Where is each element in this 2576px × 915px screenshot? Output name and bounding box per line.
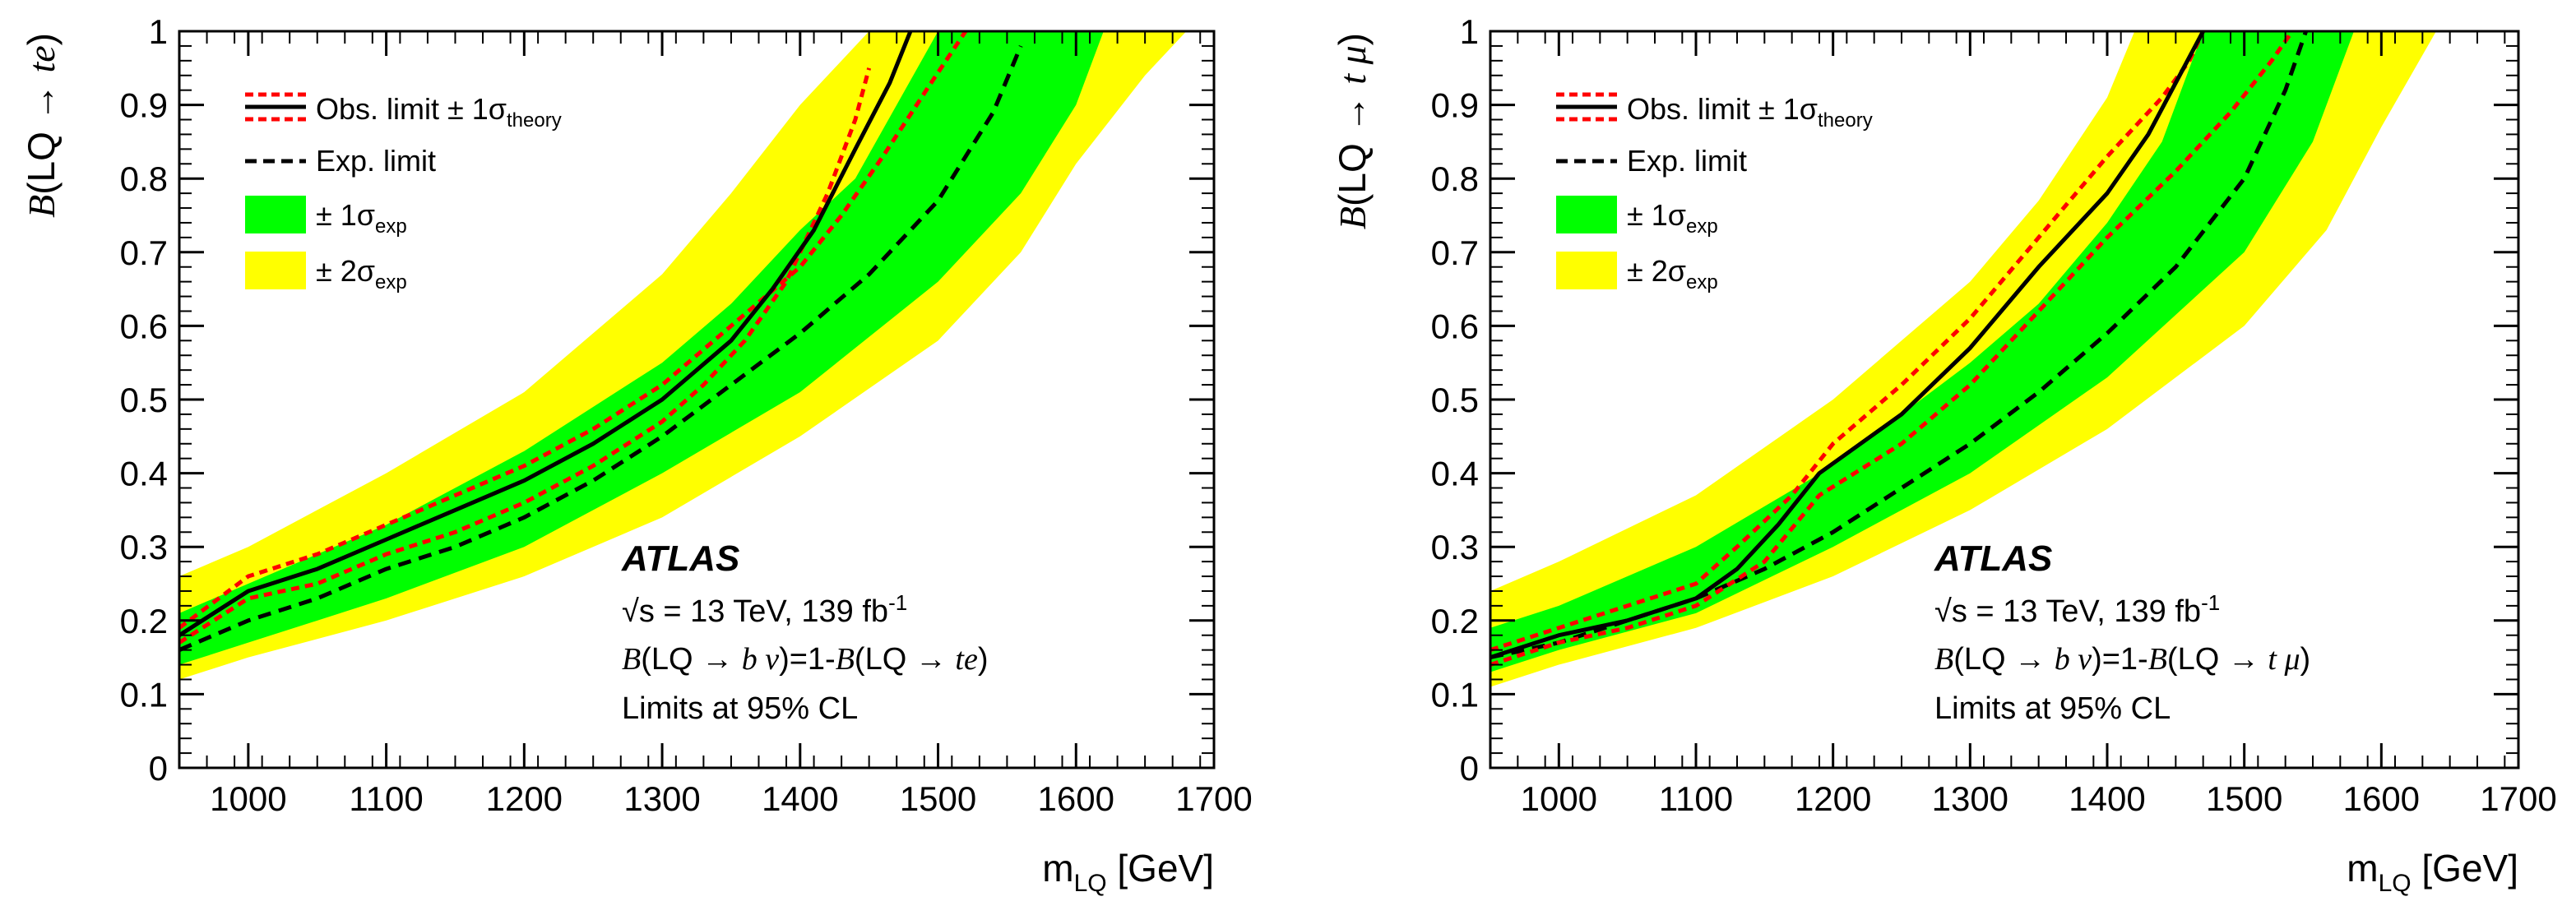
band-1sigma bbox=[179, 31, 1104, 665]
y-tick-label: 0.8 bbox=[120, 159, 168, 198]
y-tick-label: 1 bbox=[149, 12, 168, 51]
br-relation-label: B(LQ → b ν)=1-B(LQ → t μ) bbox=[1934, 642, 2310, 677]
band-1sigma bbox=[1490, 31, 2354, 672]
y-tick-label: 0.4 bbox=[1431, 455, 1479, 493]
y-tick-label: 0.9 bbox=[120, 86, 168, 125]
y-tick-label: 0.1 bbox=[1431, 675, 1479, 714]
atlas-label: ATLAS bbox=[621, 538, 739, 579]
x-tick-label: 1100 bbox=[349, 779, 423, 818]
y-tick-label: 0.2 bbox=[120, 602, 168, 640]
legend-1sigma-swatch bbox=[245, 196, 306, 233]
br-relation-label: B(LQ → b ν)=1-B(LQ → te) bbox=[622, 642, 988, 677]
x-axis-label: mLQ [GeV] bbox=[2347, 847, 2518, 897]
x-tick-label: 1000 bbox=[210, 779, 286, 818]
y-tick-label: 0.6 bbox=[1431, 307, 1479, 345]
series-observed bbox=[1490, 31, 2205, 659]
series-observed-theory-up bbox=[1490, 31, 2205, 653]
x-tick-label: 1500 bbox=[2206, 779, 2282, 818]
y-axis-label: B(LQ → t μ) bbox=[1331, 33, 1374, 229]
x-tick-label: 1400 bbox=[762, 779, 838, 818]
y-tick-label: 0.6 bbox=[120, 307, 168, 345]
legend-2sigma-label: ± 2σexp bbox=[316, 254, 407, 293]
series-observed bbox=[179, 31, 913, 637]
series-observed-theory-down bbox=[1490, 31, 2295, 667]
annotation: ATLAS √s = 13 TeV, 139 fb-1 B(LQ → b ν)=… bbox=[621, 538, 988, 726]
legend-exp-label: Exp. limit bbox=[1627, 144, 1747, 178]
x-tick-label: 1600 bbox=[1038, 779, 1114, 818]
legend-exp-label: Exp. limit bbox=[316, 144, 436, 178]
y-tick-label: 0.7 bbox=[1431, 233, 1479, 272]
legend-2sigma-swatch bbox=[1556, 252, 1617, 289]
y-tick-label: 0 bbox=[1460, 749, 1479, 788]
y-tick-label: 0.9 bbox=[1431, 86, 1479, 125]
x-tick-label: 1300 bbox=[1932, 779, 2008, 818]
x-tick-label: 1100 bbox=[1659, 779, 1733, 818]
y-tick-label: 0.5 bbox=[120, 381, 168, 419]
x-tick-label: 1300 bbox=[623, 779, 700, 818]
y-axis-label: B(LQ → te) bbox=[20, 33, 63, 218]
y-tick-label: 0.4 bbox=[120, 455, 168, 493]
x-tick-label: 1600 bbox=[2343, 779, 2420, 818]
y-tick-label: 0.3 bbox=[120, 528, 168, 566]
legend-obs-label: Obs. limit ± 1σtheory bbox=[316, 92, 562, 132]
y-tick-label: 0.7 bbox=[120, 233, 168, 272]
x-tick-label: 1700 bbox=[1175, 779, 1252, 818]
x-tick-label: 1000 bbox=[1521, 779, 1597, 818]
atlas-label: ATLAS bbox=[1934, 538, 2052, 579]
legend-2sigma-label: ± 2σexp bbox=[1627, 254, 1718, 293]
x-tick-label: 1500 bbox=[900, 779, 976, 818]
legend-1sigma-label: ± 1σexp bbox=[316, 198, 407, 238]
legend-2sigma-swatch bbox=[245, 252, 306, 289]
series-observed-theory-up bbox=[179, 31, 968, 630]
y-tick-label: 0.8 bbox=[1431, 159, 1479, 198]
legend-1sigma-label: ± 1σexp bbox=[1627, 198, 1718, 238]
x-tick-label: 1700 bbox=[2480, 779, 2556, 818]
legend: Obs. limit ± 1σtheory Exp. limit ± 1σexp… bbox=[245, 92, 562, 293]
cl-label: Limits at 95% CL bbox=[622, 691, 858, 726]
series-observed-theory-down bbox=[179, 67, 872, 645]
cl-label: Limits at 95% CL bbox=[1934, 691, 2171, 726]
chart-panel-right: 0 0.1 0.2 0.3 0.4 0.5 0.6 0.7 0.8 0.9 1 1000 1100 120… bbox=[1331, 12, 2557, 897]
legend-1sigma-swatch bbox=[1556, 196, 1617, 233]
y-tick-label: 0.3 bbox=[1431, 528, 1479, 566]
y-tick-label: 0 bbox=[149, 749, 168, 788]
annotation: ATLAS √s = 13 TeV, 139 fb-1 B(LQ → b ν)=… bbox=[1934, 538, 2310, 726]
legend-obs-label: Obs. limit ± 1σtheory bbox=[1627, 92, 1873, 132]
x-tick-label: 1200 bbox=[486, 779, 563, 818]
x-axis-label: mLQ [GeV] bbox=[1042, 847, 1214, 897]
series-expected bbox=[179, 44, 1023, 652]
y-tick-label: 0.1 bbox=[120, 675, 168, 714]
energy-label: √s = 13 TeV, 139 fb-1 bbox=[622, 590, 907, 629]
x-tick-label: 1200 bbox=[1795, 779, 1871, 818]
y-tick-label: 0.5 bbox=[1431, 381, 1479, 419]
y-tick-label: 1 bbox=[1460, 12, 1479, 51]
y-tick-label: 0.2 bbox=[1431, 602, 1479, 640]
x-tick-label: 1400 bbox=[2069, 779, 2145, 818]
energy-label: √s = 13 TeV, 139 fb-1 bbox=[1934, 590, 2220, 629]
chart-panel-left: 0 0.1 0.2 0.3 0.4 0.5 0.6 0.7 0.8 0.9 1 1000 1100 120… bbox=[20, 12, 1253, 897]
legend: Obs. limit ± 1σtheory Exp. limit ± 1σexp… bbox=[1556, 92, 1873, 293]
